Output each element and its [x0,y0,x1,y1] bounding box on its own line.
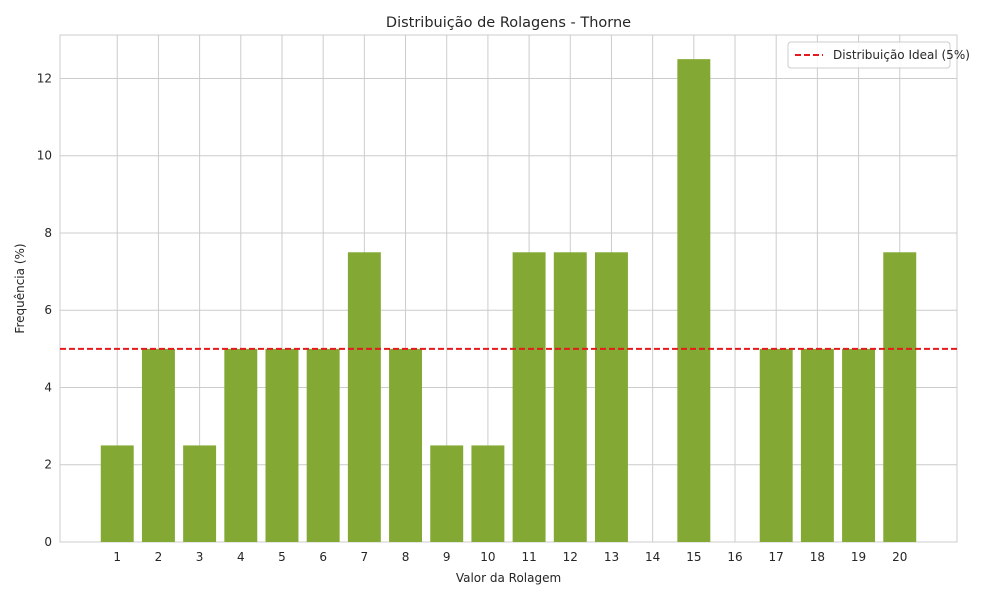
y-tick-label: 2 [44,458,52,472]
x-tick-label: 17 [769,550,784,564]
y-tick-labels: 0 2 4 6 8 10 12 [37,71,52,549]
bar-11 [512,252,546,543]
y-tick-label: 0 [44,535,52,549]
x-tick-label: 4 [237,550,245,564]
x-tick-label: 13 [604,550,619,564]
legend-box [787,41,951,69]
bar-18 [800,348,834,542]
x-tick-label: 1 [113,550,121,564]
bar-8 [389,348,423,542]
bar-4 [224,348,258,542]
x-tick-label: 18 [810,550,825,564]
x-tick-label: 12 [563,550,578,564]
legend-entry-label: Distribuição Ideal (5%) [833,48,970,62]
x-tick-label: 11 [521,550,536,564]
legend: Distribuição Ideal (5%) [787,41,970,69]
x-tick-label: 2 [155,550,163,564]
bar-9 [430,445,464,542]
bar-15 [677,59,711,543]
bar-2 [141,348,175,542]
x-axis-label: Valor da Rolagem [456,571,561,585]
chart-title: Distribuição de Rolagens - Thorne [386,15,631,31]
x-tick-label: 15 [686,550,701,564]
x-tick-label: 20 [892,550,907,564]
bar-17 [759,348,793,542]
x-tick-label: 9 [443,550,451,564]
bar-20 [883,252,917,543]
y-tick-label: 6 [44,303,52,317]
bar-10 [471,445,505,542]
bar-12 [553,252,587,543]
x-tick-label: 8 [402,550,410,564]
y-tick-label: 4 [44,380,52,394]
x-tick-label: 16 [727,550,742,564]
x-tick-label: 3 [196,550,204,564]
bar-19 [842,348,876,542]
y-tick-label: 12 [37,71,52,85]
y-tick-label: 8 [44,226,52,240]
x-tick-label: 10 [480,550,495,564]
x-tick-label: 6 [319,550,327,564]
bar-3 [183,445,217,542]
x-tick-label: 14 [645,550,660,564]
x-tick-label: 7 [361,550,369,564]
x-tick-labels: 1 2 3 4 5 6 7 8 9 10 11 12 13 14 15 16 17 18 19 20 [113,550,907,564]
x-tick-label: 5 [278,550,286,564]
bar-7 [347,252,381,543]
x-tick-label: 19 [851,550,866,564]
y-axis-label: Frequência (%) [13,243,27,333]
bar-6 [306,348,340,542]
bar-13 [594,252,628,543]
bars [100,59,917,543]
y-tick-label: 10 [37,149,52,163]
bar-1 [100,445,134,542]
bar-5 [265,348,299,542]
